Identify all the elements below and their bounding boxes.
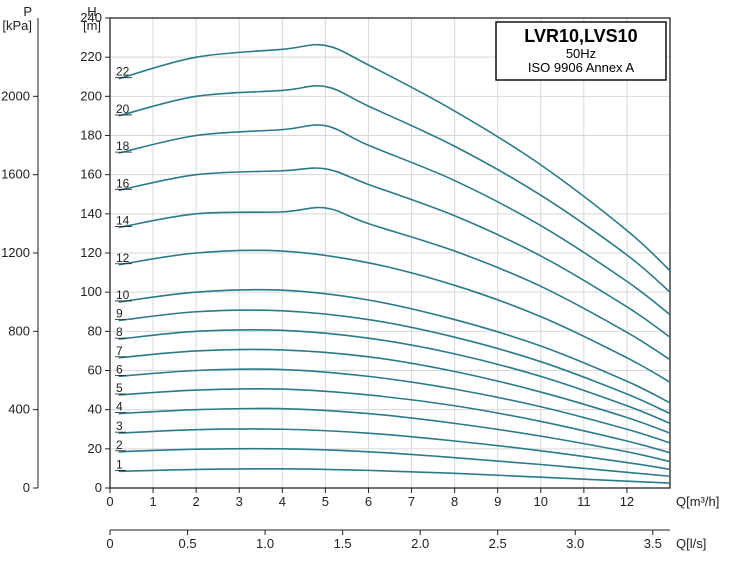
chart-subtitle-iso: ISO 9906 Annex A [528, 60, 635, 75]
svg-text:10: 10 [534, 494, 548, 509]
svg-text:3.5: 3.5 [644, 536, 662, 551]
x-axis-label-m3h: Q[m³/h] [676, 494, 719, 509]
svg-text:3.0: 3.0 [566, 536, 584, 551]
chart-subtitle-freq: 50Hz [566, 46, 596, 61]
curve-label-4: 4 [116, 400, 123, 414]
svg-text:0.5: 0.5 [179, 536, 197, 551]
svg-text:1: 1 [149, 494, 156, 509]
svg-text:6: 6 [365, 494, 372, 509]
svg-text:0: 0 [106, 494, 113, 509]
curve-label-1: 1 [116, 457, 123, 471]
svg-text:40: 40 [88, 402, 102, 417]
svg-text:1.0: 1.0 [256, 536, 274, 551]
curve-label-20: 20 [116, 102, 130, 116]
curve-label-8: 8 [116, 325, 123, 339]
curve-label-12: 12 [116, 251, 130, 265]
x-axis-label-ls: Q[l/s] [676, 536, 706, 551]
curve-label-5: 5 [116, 381, 123, 395]
svg-text:1.5: 1.5 [334, 536, 352, 551]
svg-text:2.5: 2.5 [489, 536, 507, 551]
svg-text:1600: 1600 [1, 167, 30, 182]
svg-text:2: 2 [193, 494, 200, 509]
svg-text:3: 3 [236, 494, 243, 509]
svg-text:[m]: [m] [83, 18, 101, 33]
svg-text:0: 0 [23, 480, 30, 495]
curve-label-6: 6 [116, 362, 123, 376]
svg-text:80: 80 [88, 323, 102, 338]
svg-text:2.0: 2.0 [411, 536, 429, 551]
y-axis-p-label: P [23, 4, 32, 19]
curve-label-7: 7 [116, 344, 123, 358]
svg-text:7: 7 [408, 494, 415, 509]
svg-text:800: 800 [8, 323, 30, 338]
svg-text:9: 9 [494, 494, 501, 509]
svg-text:60: 60 [88, 363, 102, 378]
svg-text:4: 4 [279, 494, 286, 509]
y-axis-h-label: H [87, 4, 96, 19]
svg-text:8: 8 [451, 494, 458, 509]
svg-text:12: 12 [620, 494, 634, 509]
pump-curve-chart: 1234567891012141618202202040608010012014… [0, 0, 744, 582]
chart-title: LVR10,LVS10 [524, 26, 637, 46]
svg-text:120: 120 [80, 245, 102, 260]
curve-label-3: 3 [116, 419, 123, 433]
curve-label-9: 9 [116, 307, 123, 321]
svg-text:400: 400 [8, 402, 30, 417]
svg-text:1200: 1200 [1, 245, 30, 260]
svg-text:140: 140 [80, 206, 102, 221]
curve-label-2: 2 [116, 438, 123, 452]
curve-label-10: 10 [116, 288, 130, 302]
svg-text:220: 220 [80, 49, 102, 64]
svg-text:2000: 2000 [1, 88, 30, 103]
svg-text:11: 11 [577, 494, 591, 509]
curve-label-16: 16 [116, 176, 130, 190]
curve-label-22: 22 [116, 65, 130, 79]
curve-label-14: 14 [116, 214, 130, 228]
curve-label-18: 18 [116, 139, 130, 153]
svg-text:180: 180 [80, 128, 102, 143]
svg-text:[kPa]: [kPa] [2, 18, 32, 33]
svg-text:20: 20 [88, 441, 102, 456]
svg-text:160: 160 [80, 167, 102, 182]
svg-text:0: 0 [95, 480, 102, 495]
svg-text:200: 200 [80, 88, 102, 103]
svg-text:100: 100 [80, 284, 102, 299]
svg-text:5: 5 [322, 494, 329, 509]
svg-text:0: 0 [106, 536, 113, 551]
